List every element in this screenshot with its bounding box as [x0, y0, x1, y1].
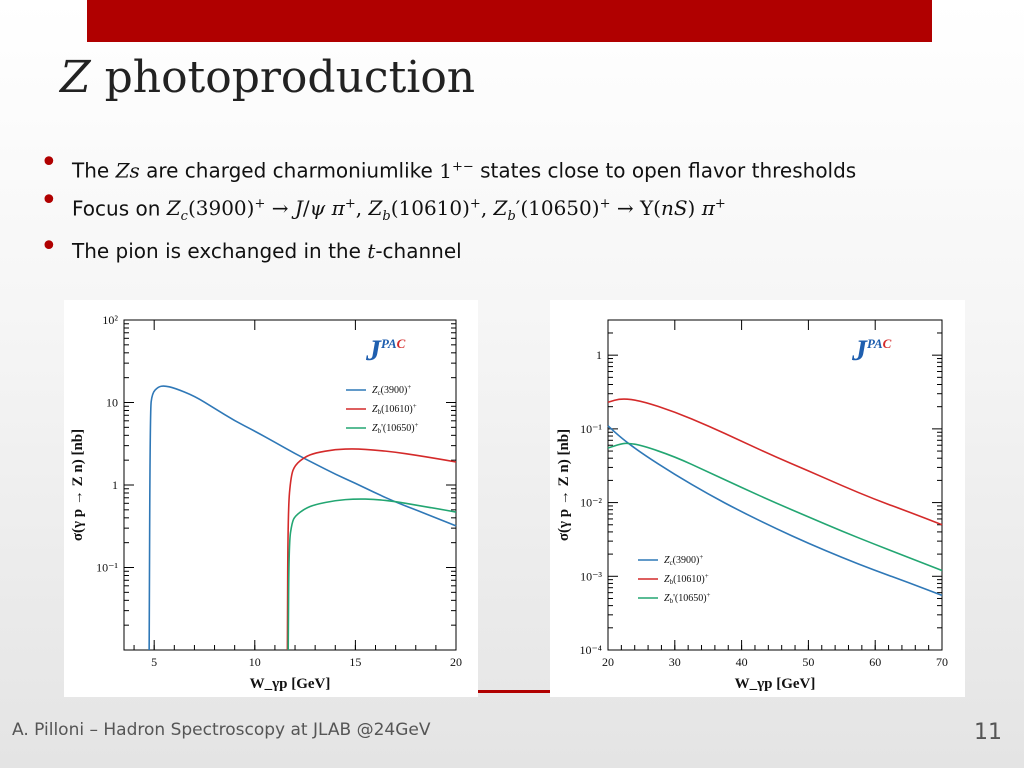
page-number: 11	[974, 720, 1002, 745]
y-tick-label: 10⁻⁴	[579, 643, 602, 657]
x-tick-label: 30	[669, 655, 681, 669]
bullet-2-math: Zc(3900)+ → J/ψ π+, Zb(10610)+, Zb′(1065…	[166, 196, 726, 225]
title-text: photoproduction	[90, 52, 476, 103]
legend-label-1: Zb(10610)+	[664, 572, 709, 586]
y-axis-title: σ(γ p → Z n) [nb]	[556, 429, 572, 541]
y-tick-label: 1	[112, 478, 118, 492]
bullet-1: The Zs are charged charmoniumlike 1+− st…	[40, 146, 1020, 188]
series-line-2	[287, 498, 457, 651]
bullet-1-zs: Zs	[116, 159, 140, 183]
bullet-1-zs-text: Zs	[115, 158, 140, 183]
jpac-logo: JPAC	[365, 334, 406, 367]
bullet-list: The Zs are charged charmoniumlike 1+− st…	[40, 146, 1020, 268]
legend-label-0: Zc(3900)+	[372, 383, 411, 397]
bullet-1-pre: The	[72, 158, 116, 183]
bullet-3-t: t	[367, 239, 376, 264]
plot-right: 20 30 40 50 60 70 1 10⁻¹ 10⁻² 10⁻³ 10⁻⁴ W_γp [GeV] σ…	[550, 300, 965, 697]
x-tick-label: 10	[249, 655, 261, 669]
header-bar	[87, 0, 932, 42]
legend-label-2: Zb'(10650)+	[372, 421, 419, 435]
x-tick-label: 20	[450, 655, 462, 669]
x-tick-label: 70	[936, 655, 948, 669]
bullet-3-pre: The pion is exchanged in the	[72, 239, 368, 264]
x-tick-label: 60	[869, 655, 881, 669]
y-tick-label: 10	[106, 396, 118, 410]
x-axis-title: W_γp [GeV]	[735, 676, 816, 692]
bullet-1-state-sup: +−	[451, 159, 474, 174]
x-tick-label: 50	[802, 655, 814, 669]
legend-label-0: Zc(3900)+	[664, 553, 703, 567]
legend-label-1: Zb(10610)+	[372, 402, 417, 416]
legend-label-2: Zb'(10650)+	[664, 591, 711, 605]
series-line-0	[607, 425, 943, 597]
y-tick-label: 10⁻¹	[580, 422, 602, 436]
bullet-2: Focus on Zc(3900)+ → J/ψ π+, Zb(10610)+,…	[40, 184, 1020, 235]
bullet-1-state-num: 1	[439, 158, 452, 183]
bullet-2-pre: Focus on	[72, 196, 167, 221]
bullet-1-post: states close to open flavor thresholds	[473, 158, 857, 183]
y-tick-label: 10²	[102, 313, 118, 327]
jpac-logo: JPAC	[851, 334, 892, 367]
x-tick-label: 5	[151, 655, 157, 669]
series-line-2	[607, 442, 943, 572]
x-tick-label: 40	[736, 655, 748, 669]
bullet-1-state: 1+−	[439, 159, 474, 183]
y-tick-label: 10⁻¹	[96, 561, 118, 575]
title-variable: Z	[60, 52, 91, 103]
slide-title: Z photoproduction	[60, 52, 475, 103]
y-tick-label: 10⁻²	[580, 496, 602, 510]
cross-section-plot-high-w: 20 30 40 50 60 70 1 10⁻¹ 10⁻² 10⁻³ 10⁻⁴ W_γp [GeV] σ…	[556, 319, 948, 692]
bullet-3-post: -channel	[375, 239, 462, 264]
x-tick-label: 20	[602, 655, 614, 669]
y-axis-title: σ(γ p → Z n) [nb]	[70, 429, 86, 541]
red-divider	[478, 690, 550, 693]
bullet-1-mid: are charged charmoniumlike	[139, 158, 440, 183]
x-axis-title: W_γp [GeV]	[250, 676, 331, 692]
x-tick-label: 15	[349, 655, 361, 669]
series-line-1	[286, 448, 457, 651]
y-tick-label: 1	[596, 348, 602, 362]
cross-section-plot-low-w: 5 10 15 20 10² 10 1 10⁻¹ W_γp [GeV] σ(γ p → Z n) …	[70, 313, 462, 692]
y-tick-label: 10⁻³	[580, 569, 602, 583]
plot-left: 5 10 15 20 10² 10 1 10⁻¹ W_γp [GeV] σ(γ p → Z n) …	[64, 300, 478, 697]
footer-text: A. Pilloni – Hadron Spectroscopy at JLAB…	[12, 720, 431, 740]
series-line-1	[607, 398, 943, 526]
plot-frame	[607, 319, 943, 651]
bullet-3: The pion is exchanged in the t-channel	[40, 230, 1020, 268]
